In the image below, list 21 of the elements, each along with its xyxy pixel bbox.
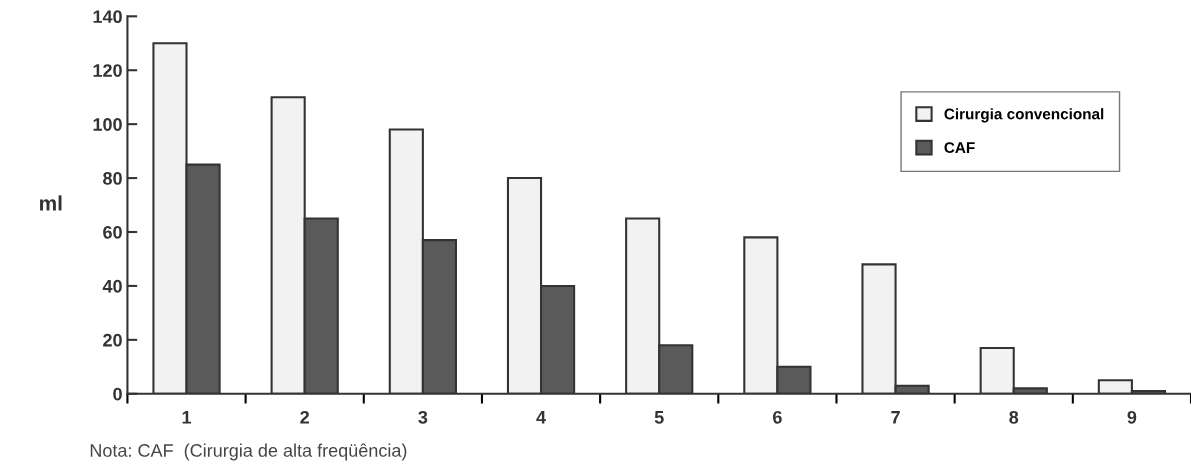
- legend-label: Cirurgia convencional: [944, 108, 1104, 123]
- x-tick-label: 2: [300, 410, 309, 424]
- y-tick-label: 20: [103, 333, 122, 347]
- x-tick-label: 1: [182, 411, 192, 424]
- y-tick-label: 40: [102, 279, 122, 293]
- y-tick-label: 60: [103, 225, 122, 239]
- x-tick-label: 3: [418, 410, 428, 424]
- y-tick-label: 100: [93, 118, 122, 131]
- y-tick-label: 140: [93, 10, 122, 24]
- y-axis-title: ml: [40, 195, 62, 211]
- x-tick-label: 4: [536, 411, 546, 424]
- y-tick-label: 120: [93, 64, 122, 77]
- y-tick-label: 0: [113, 387, 122, 401]
- x-tick-label: 5: [654, 411, 664, 424]
- x-tick-label: 8: [1009, 410, 1019, 424]
- y-tick-label: 80: [103, 172, 122, 185]
- text: Nota: CAF (Cirurgia de alta freqüência): [90, 443, 407, 461]
- x-tick-label: 6: [773, 410, 782, 424]
- x-tick-label: 7: [891, 411, 900, 424]
- x-tick-label: 9: [1127, 410, 1137, 424]
- legend-label: CAF: [944, 142, 975, 154]
